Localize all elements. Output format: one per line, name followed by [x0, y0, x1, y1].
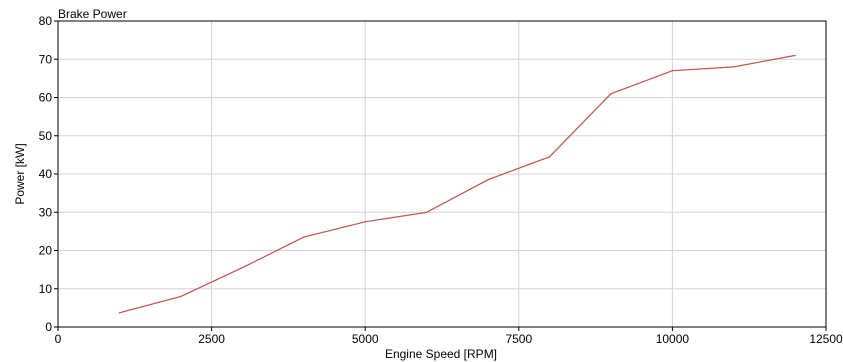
y-tick-label: 20 [39, 244, 53, 258]
x-tick-label: 2500 [198, 332, 225, 346]
data-point [794, 54, 796, 57]
x-tick-label: 0 [55, 332, 62, 346]
y-tick-label: 30 [39, 205, 53, 219]
y-tick-label: 80 [39, 14, 53, 28]
x-axis-label: Engine Speed [RPM] [385, 347, 497, 361]
y-axis-label: Power [kW] [13, 143, 27, 204]
series-line [119, 54, 796, 314]
x-tick-label: 5000 [352, 332, 379, 346]
y-axis-ticks: 0 10 20 30 40 50 60 70 80 [39, 14, 58, 334]
y-tick-label: 70 [39, 52, 53, 66]
x-axis-ticks: 0 2500 5000 7500 10000 12500 [55, 327, 843, 346]
series-group [118, 54, 796, 314]
x-tick-label: 12500 [809, 332, 843, 346]
data-point [671, 70, 674, 72]
x-tick-label: 10000 [656, 332, 690, 346]
data-point [241, 267, 243, 269]
x-tick-label: 7500 [505, 332, 532, 346]
data-point [303, 236, 305, 238]
grid-lines [57, 20, 827, 328]
data-point [487, 179, 489, 181]
data-point [180, 295, 182, 297]
y-tick-label: 60 [39, 91, 53, 105]
y-tick-label: 50 [39, 129, 53, 143]
chart-title: Brake Power [58, 7, 127, 21]
data-point [118, 312, 121, 314]
data-point [548, 156, 551, 158]
y-tick-label: 10 [39, 282, 53, 296]
y-tick-label: 0 [45, 320, 52, 334]
data-point [610, 93, 612, 95]
y-tick-label: 40 [39, 167, 53, 181]
data-point [426, 211, 428, 213]
data-point [364, 221, 366, 223]
data-point [733, 66, 735, 68]
